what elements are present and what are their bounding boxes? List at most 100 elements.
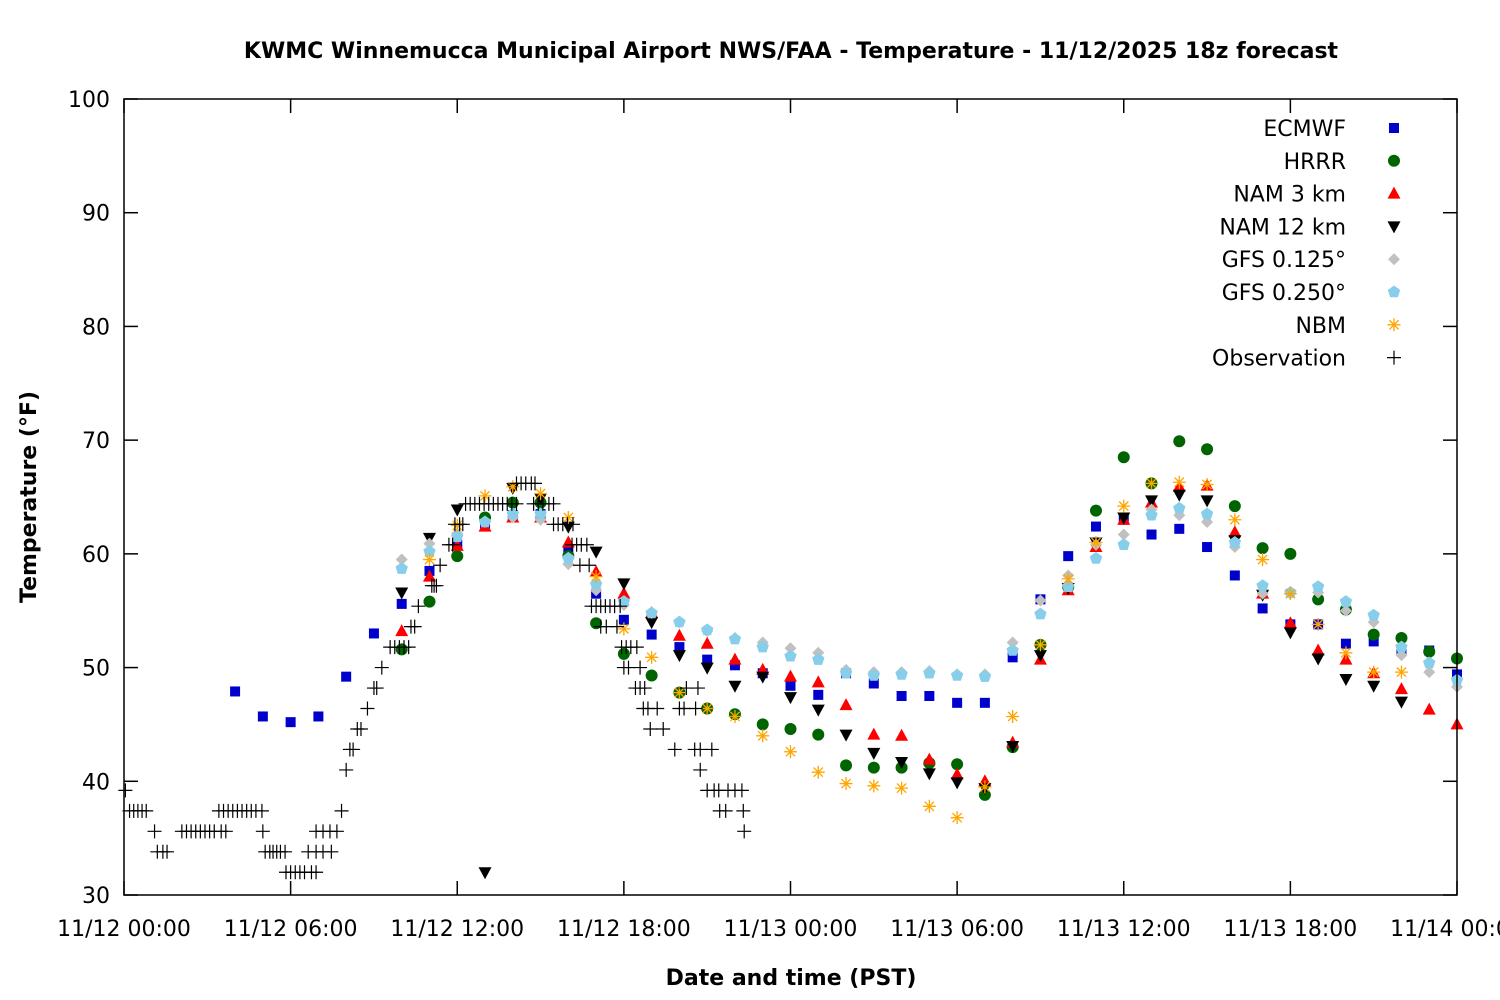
observation-point — [118, 783, 133, 798]
data-point — [784, 692, 797, 705]
data-point — [1063, 551, 1074, 562]
data-point — [562, 551, 575, 564]
data-point — [1340, 638, 1351, 649]
data-point — [534, 487, 548, 501]
observation-point — [374, 660, 389, 675]
observation-point — [579, 537, 594, 552]
data-point — [1312, 580, 1325, 593]
series-gfs-0-250 — [395, 501, 1464, 686]
data-point — [1228, 500, 1241, 513]
data-point — [645, 669, 658, 682]
data-point — [952, 697, 963, 708]
data-marks — [118, 435, 1464, 880]
data-point — [923, 666, 936, 679]
data-point — [811, 704, 825, 717]
data-point — [1117, 538, 1130, 550]
data-point — [839, 698, 853, 711]
chart-title: KWMC Winnemucca Municipal Airport NWS/FA… — [244, 39, 1339, 64]
observation-point — [254, 803, 269, 818]
data-point — [422, 553, 436, 567]
data-point — [1006, 709, 1020, 723]
axis-ticks: 30 40 50 60 70 80 90 100 11/12 00:00 11/12 06:00 1… — [57, 88, 1500, 942]
data-point — [1006, 741, 1020, 754]
legend-marker-circle — [1388, 154, 1400, 167]
legend-marker-diamond — [1388, 253, 1400, 266]
data-point — [756, 718, 769, 731]
data-point — [978, 780, 992, 794]
legend-label: ECMWF — [1263, 117, 1346, 142]
x-tick-label: 11/13 18:00 — [1223, 917, 1357, 942]
data-point — [1311, 617, 1325, 631]
data-point — [701, 623, 714, 636]
data-point — [618, 614, 629, 625]
data-point — [1117, 528, 1130, 541]
data-point — [1228, 525, 1242, 538]
data-point — [506, 496, 519, 509]
data-point — [895, 756, 909, 769]
legend-marker-asterisk — [1387, 318, 1401, 332]
legend-entry: NBM — [1295, 314, 1401, 339]
legend-label: GFS 0.125° — [1222, 248, 1346, 273]
data-point — [589, 546, 603, 559]
observation-point — [329, 824, 344, 839]
data-point — [1257, 603, 1268, 614]
data-point — [423, 537, 436, 550]
data-point — [1007, 652, 1018, 663]
legend-entry: GFS 0.250° — [1222, 281, 1401, 306]
plot-frame — [123, 98, 1458, 896]
data-point — [812, 728, 825, 741]
data-point — [422, 569, 436, 582]
data-point — [673, 615, 686, 628]
data-point — [756, 640, 769, 653]
observation-point — [401, 640, 416, 655]
series-observation — [118, 476, 752, 880]
data-point — [1145, 476, 1159, 490]
legend-label: NAM 3 km — [1233, 183, 1346, 208]
observation-point — [565, 517, 580, 532]
observation-point — [613, 599, 628, 614]
data-point — [728, 709, 742, 723]
legend-label: HRRR — [1284, 150, 1346, 175]
data-point — [395, 587, 409, 600]
legend-entry: NAM 3 km — [1233, 183, 1401, 208]
data-point — [1367, 628, 1380, 641]
observation-point — [455, 517, 470, 532]
y-tick-label: 70 — [82, 429, 110, 454]
data-point — [230, 686, 241, 697]
y-axis-label: Temperature (°F) — [17, 391, 42, 603]
data-point — [1089, 535, 1103, 549]
data-point — [1201, 443, 1214, 456]
data-point — [1394, 696, 1408, 709]
data-point — [784, 722, 797, 735]
data-point — [1394, 682, 1408, 695]
observation-point — [546, 496, 561, 511]
data-point — [1200, 507, 1214, 520]
data-point — [451, 530, 464, 543]
data-point — [1033, 638, 1047, 652]
data-point — [561, 535, 575, 548]
data-point — [1394, 665, 1408, 679]
data-point — [672, 628, 686, 641]
legend-marker-pentagon — [1387, 285, 1401, 298]
data-point — [1284, 547, 1297, 560]
data-point — [839, 666, 853, 679]
observation-point — [139, 803, 154, 818]
data-point — [561, 510, 575, 524]
observation-point — [346, 742, 361, 757]
series-nam-12-km — [395, 482, 1408, 880]
observation-point — [693, 762, 708, 777]
data-point — [1339, 595, 1353, 607]
data-point — [451, 550, 464, 563]
data-point — [396, 598, 407, 609]
data-point — [950, 811, 964, 825]
observation-point — [429, 578, 444, 593]
data-point — [812, 653, 825, 665]
x-tick-label: 11/13 12:00 — [1057, 917, 1191, 942]
legend-entry: GFS 0.125° — [1222, 248, 1400, 273]
data-point — [950, 767, 964, 780]
data-point — [1033, 650, 1047, 663]
data-point — [1200, 495, 1214, 508]
data-point — [1117, 451, 1130, 464]
data-point — [867, 761, 880, 774]
data-point — [895, 781, 909, 795]
